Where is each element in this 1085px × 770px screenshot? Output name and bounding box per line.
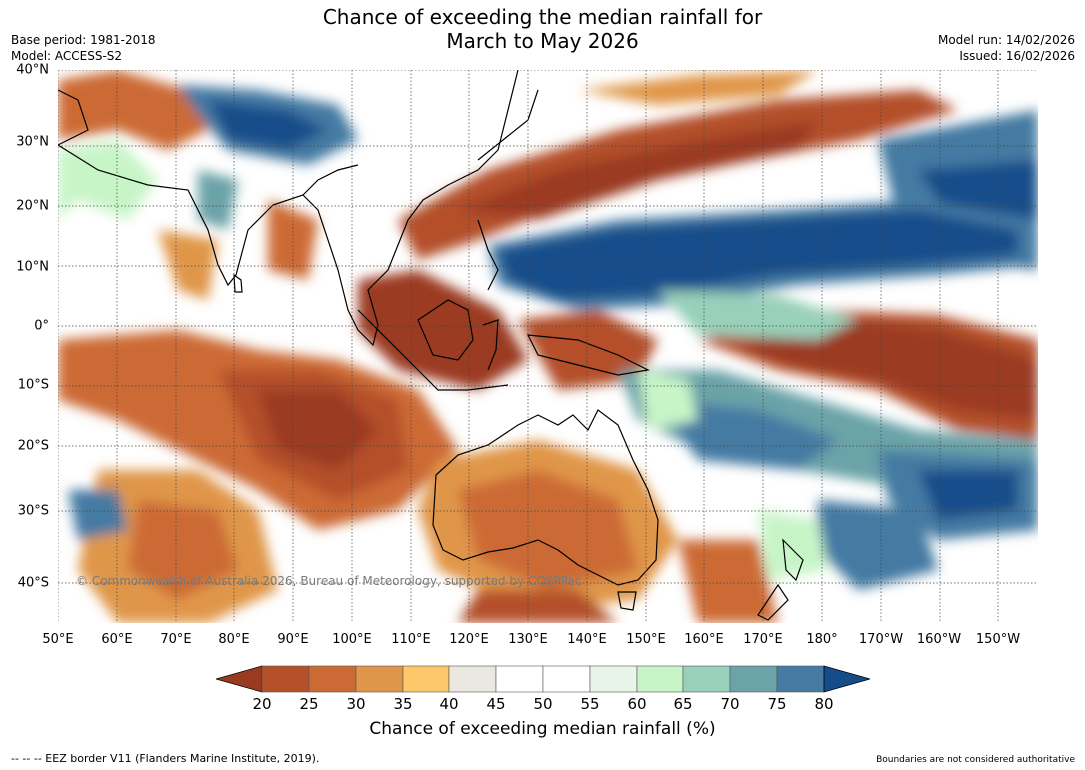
lon-tick-label: 160°E: [684, 632, 724, 647]
colorbar-segment: [682, 665, 731, 693]
title-line-2: March to May 2026: [446, 29, 639, 53]
lon-tick-label: 120°E: [449, 632, 489, 647]
colorbar-label: 30: [346, 695, 366, 713]
lon-tick-label: 70°E: [160, 632, 192, 647]
lat-tick-label: 0°: [34, 318, 49, 334]
lon-tick-label: 50°E: [42, 632, 74, 647]
colorbar: [216, 665, 870, 693]
colorbar-label: 20: [252, 695, 272, 713]
lat-tick-label: 40°S: [17, 575, 49, 591]
model-run: Model run: 14/02/2026: [937, 33, 1075, 47]
lat-tick-label: 20°S: [17, 438, 49, 454]
colorbar-label: 45: [486, 695, 506, 713]
meta-right: Model run: 14/02/2026 Issued: 16/02/2026: [938, 32, 1075, 64]
lat-tick-label: 10°S: [17, 377, 49, 393]
colorbar-label: 75: [767, 695, 787, 713]
graticule: [58, 70, 1038, 623]
lon-tick-label: 150°W: [975, 632, 1021, 647]
lat-tick-label: 10°N: [16, 259, 49, 275]
colorbar-title: Chance of exceeding median rainfall (%): [369, 719, 716, 739]
colorbar-label: 50: [533, 695, 553, 713]
colorbar-segment: [495, 665, 544, 693]
colorbar-segment: [355, 665, 404, 693]
lon-tick-label: 130°E: [508, 632, 548, 647]
issued-date: Issued: 16/02/2026: [959, 49, 1075, 63]
lat-tick-label: 40°N: [16, 62, 49, 78]
lon-tick-label: 110°E: [391, 632, 431, 647]
lon-tick-label: 170°E: [743, 632, 783, 647]
lon-tick-label: 90°E: [277, 632, 309, 647]
lon-tick-label: 80°E: [218, 632, 250, 647]
rainfall-field: [58, 70, 1038, 623]
colorbar-segment: [589, 665, 638, 693]
eez-note: -- -- -- EEZ border V11 (Flanders Marine…: [11, 752, 320, 765]
map-title: Chance of exceeding the median rainfall …: [0, 5, 1085, 53]
title-line-1: Chance of exceeding the median rainfall …: [322, 5, 763, 29]
colorbar-segment: [261, 665, 310, 693]
coastlines: [58, 70, 804, 621]
model-name: Model: ACCESS-S2: [11, 49, 123, 63]
lon-tick-label: 170°W: [858, 632, 904, 647]
lon-tick-label: 100°E: [332, 632, 372, 647]
copyright-text: © Commonwealth of Australia 2026, Bureau…: [76, 574, 581, 588]
colorbar-segment: [402, 665, 450, 693]
colorbar-label: 60: [627, 695, 647, 713]
lat-tick-label: 20°N: [16, 198, 49, 214]
colorbar-label: 40: [439, 695, 459, 713]
colorbar-min-arrow: [216, 665, 263, 693]
lat-tick-label: 30°S: [17, 503, 49, 519]
colorbar-segment: [729, 665, 778, 693]
colorbar-segment: [542, 665, 591, 693]
colorbar-segment: [448, 665, 497, 693]
colorbar-label: 35: [393, 695, 413, 713]
colorbar-label: 55: [580, 695, 600, 713]
lon-tick-label: 140°E: [567, 632, 607, 647]
colorbar-label: 65: [673, 695, 693, 713]
rainfall-map: © Commonwealth of Australia 2026, Bureau…: [58, 70, 1038, 623]
colorbar-label: 80: [814, 695, 834, 713]
colorbar-segment: [636, 665, 684, 693]
colorbar-label: 25: [299, 695, 319, 713]
lat-tick-label: 30°N: [16, 134, 49, 150]
lon-tick-label: 150°E: [626, 632, 666, 647]
lon-tick-label: 180°: [806, 632, 838, 647]
lon-tick-label: 60°E: [101, 632, 133, 647]
colorbar-segment: [776, 665, 825, 693]
colorbar-max-arrow: [823, 665, 870, 693]
lon-tick-label: 160°W: [916, 632, 962, 647]
meta-left: Base period: 1981-2018 Model: ACCESS-S2: [11, 32, 156, 64]
colorbar-label: 70: [720, 695, 740, 713]
boundaries-disclaimer: Boundaries are not considered authoritat…: [876, 755, 1075, 765]
colorbar-segment: [308, 665, 357, 693]
base-period: Base period: 1981-2018: [11, 33, 156, 47]
